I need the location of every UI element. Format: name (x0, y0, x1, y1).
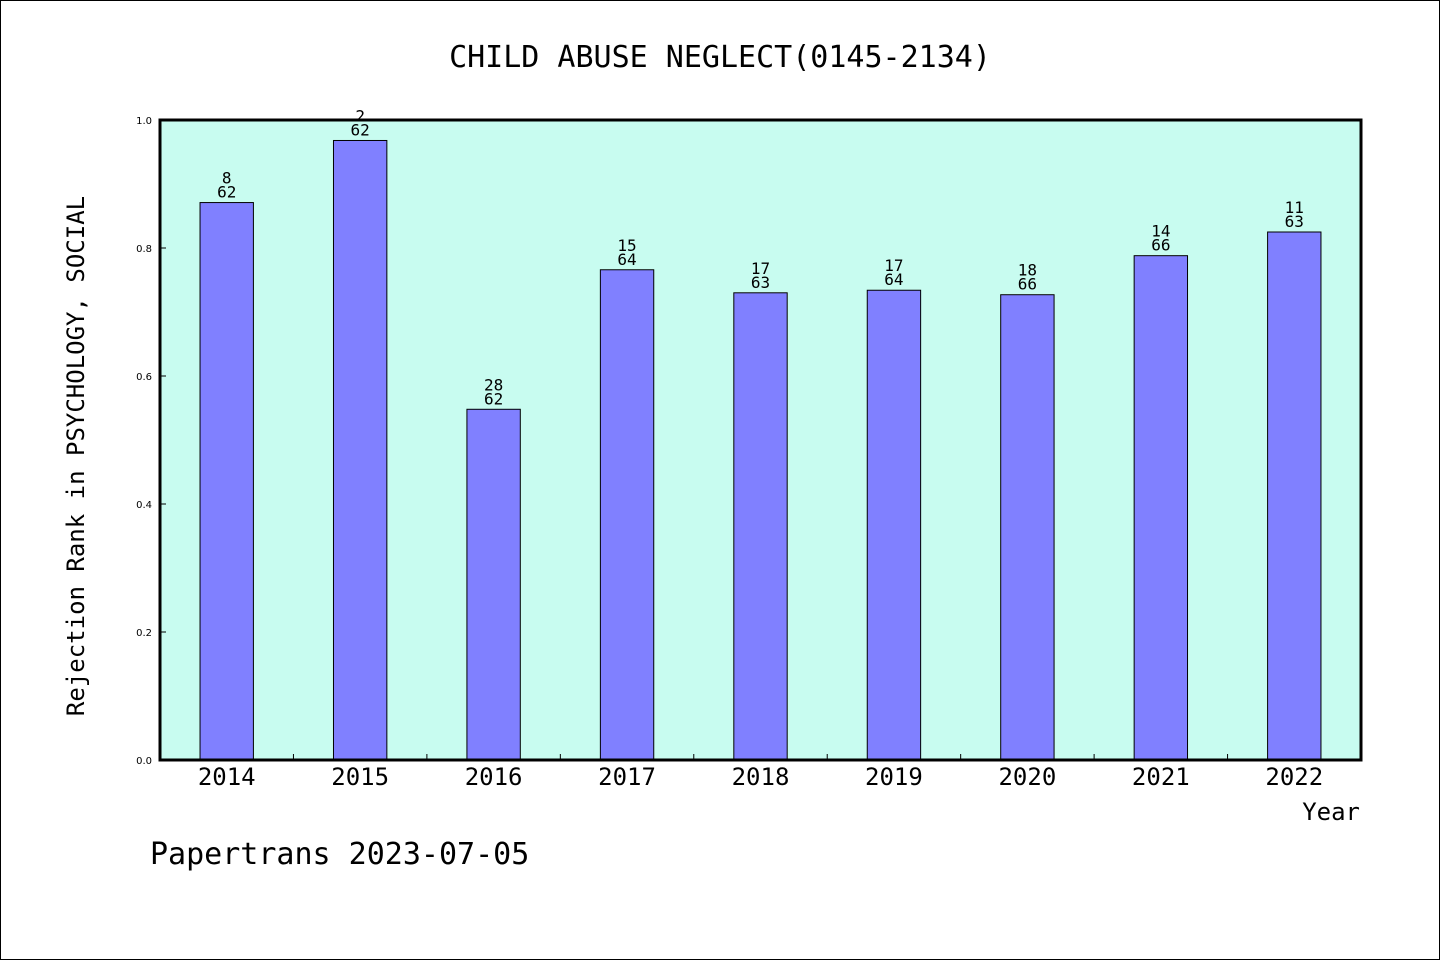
y-tick-label: 0.8 (136, 244, 152, 255)
plot-frame (158, 118, 1363, 762)
bar-rank-label: 17 (751, 259, 770, 278)
bar-rank-label: 11 (1285, 198, 1304, 217)
bar-2021 (1133, 255, 1189, 761)
bar-total-label: 62 (217, 183, 236, 202)
x-tick-label: 2019 (865, 763, 923, 791)
bar-2019 (866, 289, 922, 761)
bar-2020 (1000, 294, 1055, 761)
y-tick-label: 0.0 (136, 756, 152, 767)
y-axis-label: Rejection Rank in PSYCHOLOGY, SOCIAL (62, 196, 90, 716)
bar-2016 (466, 408, 521, 761)
bar-2022 (1267, 231, 1322, 761)
x-axis-label: Year (1302, 798, 1360, 826)
bar-rank-label: 28 (484, 375, 503, 394)
y-tick-label: 0.4 (136, 500, 152, 511)
bar-rank-label: 17 (884, 256, 903, 275)
bar-total-label: 63 (1285, 212, 1304, 231)
x-tick-label: 2018 (732, 763, 790, 791)
x-tick-label: 2014 (198, 763, 256, 791)
bar-2015 (332, 139, 388, 761)
bar-rank-label: 15 (617, 236, 636, 255)
bar-rank-label: 8 (222, 169, 232, 188)
bar-total-label: 62 (484, 389, 503, 408)
x-tick-label: 2016 (465, 763, 523, 791)
x-tick-label: 2015 (331, 763, 389, 791)
y-tick-label: 0.2 (136, 628, 152, 639)
x-tick-label: 2017 (598, 763, 656, 791)
bar-2017 (599, 269, 655, 761)
footer-stamp: Papertrans 2023-07-05 (150, 837, 529, 872)
bar-rank-label: 2 (355, 106, 365, 125)
bar-total-label: 64 (884, 270, 903, 289)
bar-2014 (199, 202, 254, 761)
bar-total-label: 66 (1151, 236, 1170, 255)
bar-rank-label: 14 (1151, 222, 1170, 241)
x-tick-label: 2021 (1132, 763, 1190, 791)
bar-rank-label: 18 (1018, 261, 1037, 280)
chart-title: CHILD ABUSE NEGLECT(0145-2134) (449, 40, 991, 75)
axis-ticks: 0.0 0.2 0.4 0.6 0.8 1.0 2014 2015 2016 2017 2018 20… (136, 116, 1323, 791)
x-tick-label: 2020 (998, 763, 1056, 791)
y-tick-label: 1.0 (136, 116, 152, 127)
x-tick-label: 2022 (1265, 763, 1323, 791)
bar-total-label: 64 (617, 250, 636, 269)
y-tick-label: 0.6 (136, 372, 152, 383)
bar-total-label: 62 (351, 120, 370, 139)
bar-total-label: 63 (751, 273, 770, 292)
bar-total-label: 66 (1018, 275, 1037, 294)
bar-2018 (733, 292, 788, 761)
bars (199, 139, 1322, 761)
